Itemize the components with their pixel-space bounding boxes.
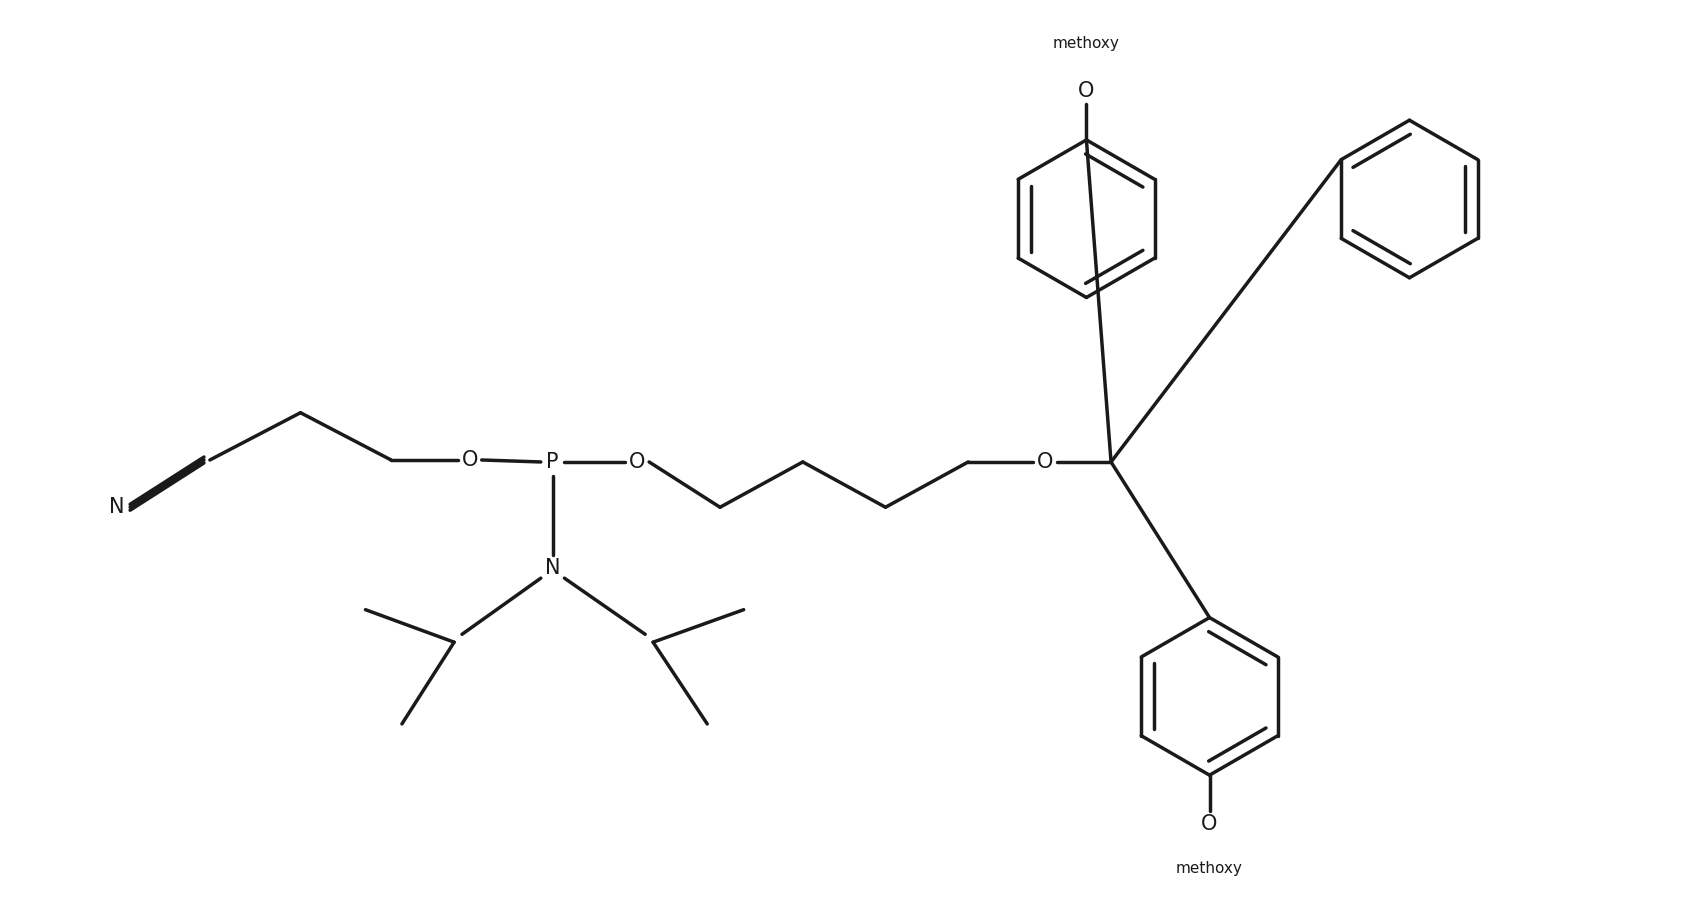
- Text: N: N: [109, 498, 124, 517]
- Text: P: P: [546, 452, 559, 472]
- Text: N: N: [544, 558, 559, 578]
- Text: O: O: [1200, 814, 1217, 834]
- Text: O: O: [1037, 452, 1052, 472]
- Text: O: O: [629, 452, 644, 472]
- Text: methoxy: methoxy: [1175, 861, 1243, 876]
- Text: O: O: [1078, 81, 1095, 101]
- Text: O: O: [462, 450, 477, 470]
- Text: methoxy: methoxy: [1052, 36, 1118, 50]
